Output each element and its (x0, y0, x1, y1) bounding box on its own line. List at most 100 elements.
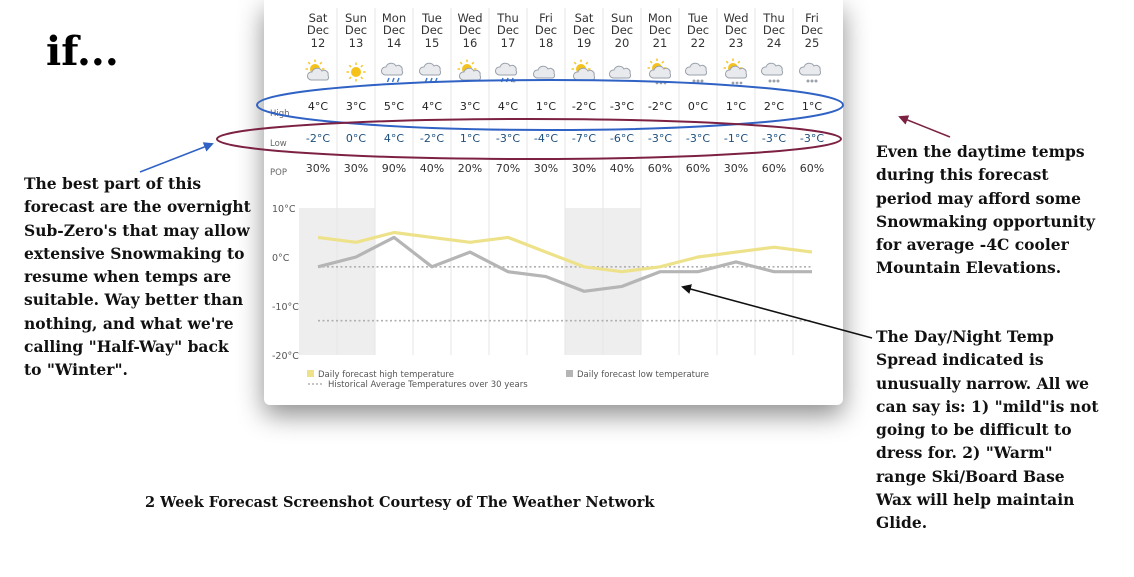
weekend-shade (565, 208, 603, 355)
pop-value: 60% (686, 162, 710, 175)
low-temp: -4°C (534, 132, 558, 145)
low-temp: -3°C (800, 132, 824, 145)
month-label: Dec (535, 23, 557, 37)
low-temp: -3°C (648, 132, 672, 145)
arrow-to-spread (681, 284, 873, 339)
low-temp: -1°C (724, 132, 748, 145)
date-label: 25 (805, 36, 820, 50)
note-line: forecast are the overnight (24, 197, 251, 217)
weekend-shade (337, 208, 375, 355)
month-label: Dec (573, 23, 595, 37)
note-overnight: The best part of this forecast are the ov… (24, 172, 251, 382)
legend-low-label: Daily forecast low temperature (577, 370, 709, 380)
y-tick-label: -10°C (272, 302, 299, 313)
date-label: 24 (767, 36, 782, 50)
sun-snow-icon (723, 58, 748, 85)
high-temps-ellipse (256, 79, 844, 131)
note-line: The Day/Night Temp (876, 327, 1054, 346)
pop-value: 40% (610, 162, 634, 175)
pop-value: 30% (344, 162, 368, 175)
y-tick-label: 10°C (272, 204, 296, 215)
note-line: resume when temps are (24, 267, 232, 287)
note-line: dress for. 2) "Warm" (876, 443, 1053, 463)
low-temp: 4°C (384, 132, 404, 145)
low-temp: -6°C (610, 132, 634, 145)
date-label: 16 (463, 36, 478, 50)
month-label: Dec (687, 23, 709, 37)
note-line: unusually narrow. All we (876, 373, 1089, 393)
pop-value: 60% (800, 162, 824, 175)
cloud-icon (609, 65, 632, 79)
sun-icon (346, 62, 366, 82)
legend-avg-label: Historical Average Temperatures over 30 … (328, 380, 528, 390)
high-temp: 5°C (384, 100, 404, 113)
date-label: 14 (387, 36, 402, 50)
day-label: Wed (723, 11, 748, 25)
low-temp: 0°C (346, 132, 366, 145)
legend-low-swatch (566, 370, 573, 377)
page-heading: if... (46, 28, 119, 75)
note-line: Mountain Elevations. (876, 258, 1062, 278)
month-label: Dec (459, 23, 481, 37)
sun-cloud-icon (457, 59, 482, 81)
day-label: Fri (805, 11, 819, 25)
date-label: 13 (349, 36, 364, 50)
month-label: Dec (763, 23, 785, 37)
day-label: Fri (539, 11, 553, 25)
high-temp: 4°C (498, 100, 518, 113)
note-spread: The Day/Night Temp Spread indicated is unu… (876, 325, 1099, 535)
pop-value: 20% (458, 162, 482, 175)
low-temp: 1°C (460, 132, 480, 145)
day-label: Thu (496, 11, 519, 25)
low-temp: -3°C (496, 132, 520, 145)
month-label: Dec (421, 23, 443, 37)
note-line: can say is: 1) "mild"is not (876, 396, 1099, 416)
note-line: going to be difficult to (876, 420, 1072, 440)
month-label: Dec (801, 23, 823, 37)
note-line: Even the daytime temps (876, 142, 1085, 161)
high-temp: 4°C (308, 100, 328, 113)
note-line: Sub-Zero's that may allow (24, 220, 250, 240)
note-line: Glide. (876, 513, 928, 533)
date-label: 12 (311, 36, 326, 50)
pop-value: 70% (496, 162, 520, 175)
month-label: Dec (383, 23, 405, 37)
pop-value: 30% (572, 162, 596, 175)
high-temp: 1°C (536, 100, 556, 113)
forecast-chart: Sat Dec 12 4°C -2°C 30% Sun Dec 13 3°C 0°C 30% Mon De… (270, 8, 824, 390)
y-tick-label: -20°C (272, 351, 299, 362)
pop-value: 30% (724, 162, 748, 175)
low-temp: -2°C (306, 132, 330, 145)
day-label: Sun (611, 11, 633, 25)
day-label: Sat (309, 11, 328, 25)
forecast-panel: Sat Dec 12 4°C -2°C 30% Sun Dec 13 3°C 0°C 30% Mon De… (264, 0, 843, 405)
note-line: to "Winter". (24, 360, 128, 380)
rain-cloud-icon (381, 62, 404, 83)
y-tick-label: 0°C (272, 253, 290, 264)
note-daytime: Even the daytime temps during this foreca… (876, 140, 1095, 280)
sun-cloud-icon (571, 59, 596, 81)
high-temp-line (317, 230, 813, 274)
note-line: period may afford some (876, 188, 1082, 208)
low-temp: -2°C (420, 132, 444, 145)
date-label: 15 (425, 36, 440, 50)
pop-value: 60% (762, 162, 786, 175)
pop-value: 30% (534, 162, 558, 175)
pop-value: 30% (306, 162, 330, 175)
month-label: Dec (725, 23, 747, 37)
pop-value: 40% (420, 162, 444, 175)
month-label: Dec (497, 23, 519, 37)
date-label: 23 (729, 36, 744, 50)
date-label: 21 (653, 36, 668, 50)
low-temps-ellipse (216, 118, 842, 160)
note-line: Spread indicated is (876, 350, 1044, 370)
high-temp: 3°C (346, 100, 366, 113)
note-line: calling "Half-Way" back (24, 337, 229, 357)
high-temp: 4°C (422, 100, 442, 113)
weekend-shade (299, 208, 337, 355)
date-label: 22 (691, 36, 706, 50)
cloud-icon (533, 65, 556, 79)
low-temp: -3°C (686, 132, 710, 145)
day-label: Mon (648, 11, 672, 25)
row-label-low: Low (270, 139, 287, 149)
